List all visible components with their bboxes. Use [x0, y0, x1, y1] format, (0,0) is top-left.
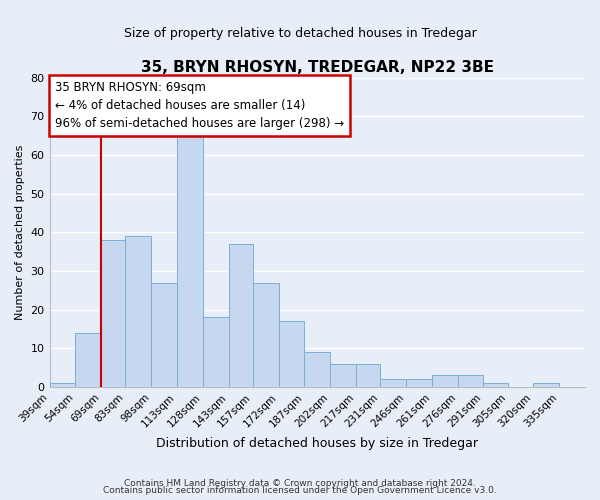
Text: 35 BRYN RHOSYN: 69sqm
← 4% of detached houses are smaller (14)
96% of semi-detac: 35 BRYN RHOSYN: 69sqm ← 4% of detached h… [55, 80, 344, 130]
Bar [76, 333, 101, 387]
Bar [304, 352, 330, 387]
Bar [253, 282, 278, 387]
Bar [533, 383, 559, 387]
Bar [458, 376, 484, 387]
Bar [356, 364, 380, 387]
Bar [330, 364, 356, 387]
Title: 35, BRYN RHOSYN, TREDEGAR, NP22 3BE: 35, BRYN RHOSYN, TREDEGAR, NP22 3BE [141, 60, 494, 75]
Text: Contains public sector information licensed under the Open Government Licence v3: Contains public sector information licen… [103, 486, 497, 495]
Bar [203, 318, 229, 387]
Bar [380, 379, 406, 387]
X-axis label: Distribution of detached houses by size in Tredegar: Distribution of detached houses by size … [156, 437, 478, 450]
Bar [177, 136, 203, 387]
Bar [432, 376, 458, 387]
Bar [484, 383, 508, 387]
Text: Contains HM Land Registry data © Crown copyright and database right 2024.: Contains HM Land Registry data © Crown c… [124, 478, 476, 488]
Bar [101, 240, 125, 387]
Y-axis label: Number of detached properties: Number of detached properties [15, 144, 25, 320]
Bar [278, 321, 304, 387]
Bar [406, 379, 432, 387]
Bar [229, 244, 253, 387]
Bar [50, 383, 76, 387]
Text: Size of property relative to detached houses in Tredegar: Size of property relative to detached ho… [124, 28, 476, 40]
Bar [151, 282, 177, 387]
Bar [125, 236, 151, 387]
